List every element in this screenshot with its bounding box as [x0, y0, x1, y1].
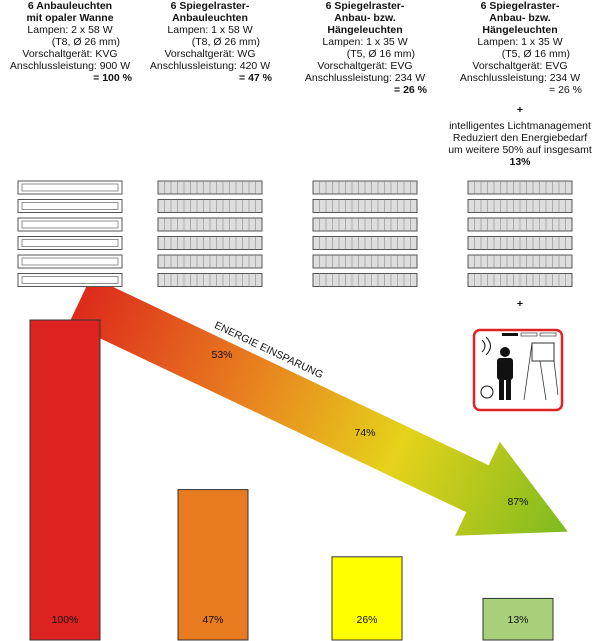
column-detail: Anschlussleistung: 234 W [460, 72, 580, 84]
column-heading: 6 Anbauleuchten [28, 0, 112, 12]
column-detail: Lampen: 1 x 58 W [167, 24, 252, 36]
column-detail: Anschlussleistung: 234 W [305, 72, 425, 84]
column-heading: Hängeleuchten [482, 24, 557, 36]
column-detail: Lampen: 2 x 58 W [27, 24, 112, 36]
column-heading: Anbau- bzw. [489, 12, 551, 24]
column-detail: (T5, Ø 16 mm) [347, 48, 415, 60]
bar [482, 597, 554, 641]
luminaire-inner [21, 220, 119, 229]
column-detail: Vorschaltgerät: KVG [22, 48, 117, 60]
column-detail: (T5, Ø 16 mm) [502, 48, 570, 60]
luminaire [17, 236, 123, 250]
column-share: = 26 % [549, 84, 582, 96]
sensor-icon [472, 328, 564, 412]
bar-label: 100% [52, 614, 79, 626]
column-heading: Anbauleuchten [172, 12, 248, 24]
column-share: = 26 % [394, 84, 428, 96]
luminaire [17, 254, 123, 269]
extra-line: intelligentes Lichtmanagement [449, 120, 591, 132]
saving-label: 53% [211, 349, 232, 361]
bar-label: 26% [356, 614, 377, 626]
luminaire-inner [21, 183, 119, 192]
extra-line: Reduziert den Energiebedarf [453, 132, 587, 144]
luminaire-inner [21, 257, 119, 266]
bar [331, 556, 403, 641]
saving-label: 74% [354, 427, 375, 439]
column-detail: (T8, Ø 26 mm) [192, 36, 260, 48]
column-heading: 6 Spiegelraster- [171, 0, 250, 12]
column-detail: Lampen: 1 x 35 W [477, 36, 562, 48]
arrow [68, 276, 568, 536]
luminaire-inner [21, 239, 119, 247]
bar [177, 489, 249, 641]
luminaire [17, 180, 123, 195]
luminaire [17, 199, 123, 213]
column-heading: 6 Spiegelraster- [326, 0, 405, 12]
column-detail: (T8, Ø 26 mm) [52, 36, 120, 48]
column-heading: mit opaler Wanne [26, 12, 113, 24]
column-heading: Anbau- bzw. [334, 12, 396, 24]
plus-red: + [517, 104, 523, 116]
extra-line: um weitere 50% auf insgesamt [448, 144, 592, 156]
column-detail: Vorschaltgerät: EVG [317, 60, 412, 72]
arrow-shape [68, 276, 568, 536]
plus-black: + [517, 298, 523, 310]
luminaire-inner [21, 276, 119, 284]
bar [29, 319, 101, 641]
luminaire-inner [21, 202, 119, 210]
saving-label: 87% [507, 496, 528, 508]
column-detail: Vorschaltgerät: EVG [472, 60, 567, 72]
column-heading: 6 Spiegelraster- [481, 0, 560, 12]
luminaire [17, 217, 123, 232]
column-detail: Lampen: 1 x 35 W [322, 36, 407, 48]
luminaire [17, 273, 123, 287]
extra-total: 13% [509, 156, 531, 168]
bar-label: 47% [202, 614, 223, 626]
column-heading: Hängeleuchten [327, 24, 402, 36]
column-detail: Anschlussleistung: 900 W [10, 60, 130, 72]
column-detail: Anschlussleistung: 420 W [150, 60, 270, 72]
column-share: = 47 % [239, 72, 273, 84]
bar-label: 13% [507, 614, 528, 626]
column-detail: Vorschaltgerät: WG [164, 48, 255, 60]
column-share: = 100 % [93, 72, 132, 84]
